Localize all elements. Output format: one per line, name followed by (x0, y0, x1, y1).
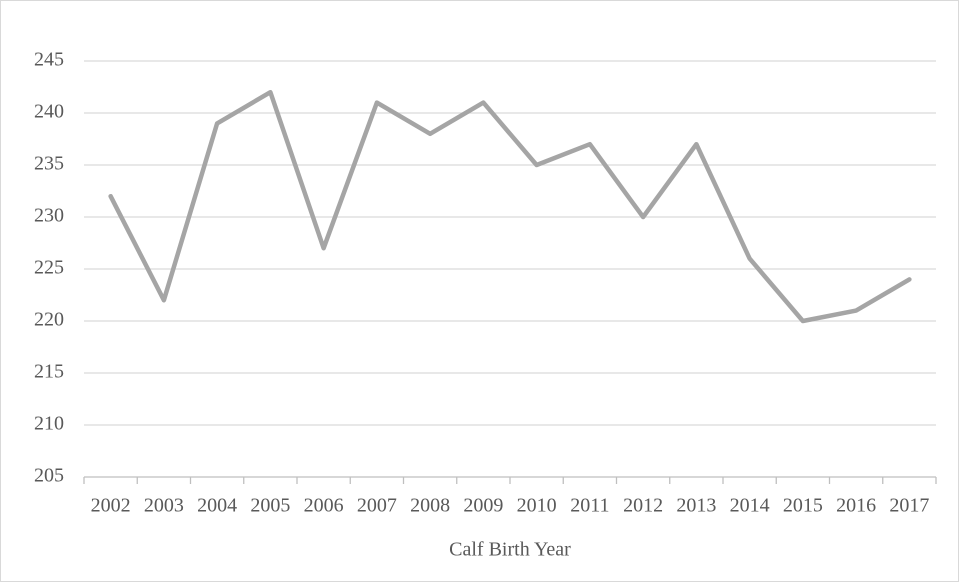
y-tick-label: 235 (34, 153, 64, 175)
x-tick-label: 2005 (250, 495, 290, 517)
y-tick-label: 205 (34, 465, 64, 487)
x-tick-label: 2002 (91, 495, 131, 517)
y-tick-label: 225 (34, 257, 64, 279)
y-tick-label: 220 (34, 309, 64, 331)
x-tick-label: 2012 (623, 495, 663, 517)
x-tick-label: 2015 (783, 495, 823, 517)
y-tick-label: 210 (34, 413, 64, 435)
x-tick-label: 2013 (676, 495, 716, 517)
data-line (108, 89, 912, 324)
x-tick-label: 2017 (889, 495, 929, 517)
y-tick-label: 245 (34, 49, 64, 71)
x-axis-title: Calf Birth Year (449, 539, 571, 561)
y-tick-label: 215 (34, 361, 64, 383)
x-tick-label: 2007 (357, 495, 397, 517)
x-tick-label: 2009 (463, 495, 503, 517)
x-tick-label: 2010 (517, 495, 557, 517)
y-tick-label: 230 (34, 205, 64, 227)
x-tick-label: 2008 (410, 495, 450, 517)
x-tick-label: 2004 (197, 495, 237, 517)
x-tick-label: 2011 (570, 495, 609, 517)
x-tick-label: 2014 (730, 495, 770, 517)
y-tick-label: 240 (34, 101, 64, 123)
x-tick-label: 2016 (836, 495, 876, 517)
x-tick-label: 2006 (304, 495, 344, 517)
x-tick-label: 2003 (144, 495, 184, 517)
